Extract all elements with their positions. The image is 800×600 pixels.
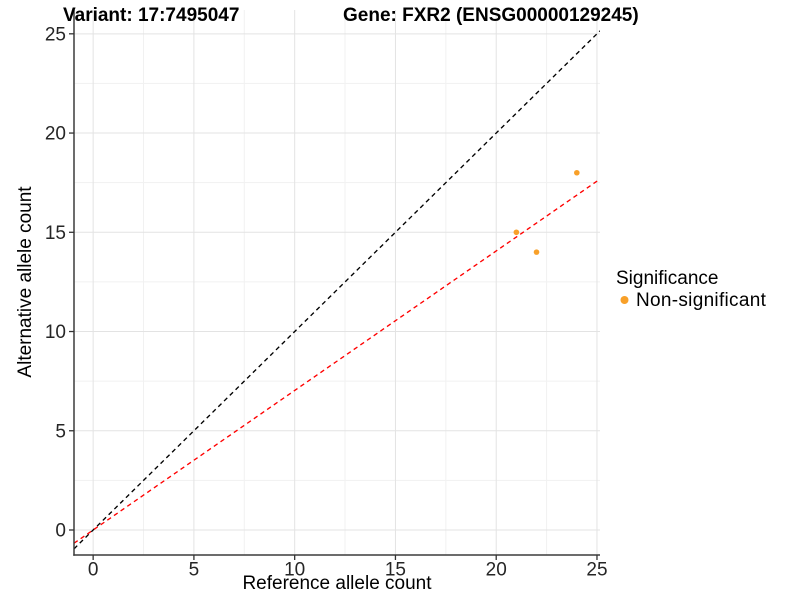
- identity-line: [74, 30, 600, 550]
- x-tick-label: 5: [189, 560, 200, 581]
- legend-item-label: Non-significant: [636, 290, 767, 311]
- variant-title: Variant: 17:7495047: [63, 5, 239, 26]
- y-tick-label: 10: [45, 322, 66, 343]
- data-points: [513, 169, 580, 255]
- y-tick-label: 20: [45, 124, 66, 145]
- legend: Significance Non-significant: [616, 268, 767, 311]
- x-tick-labels: 0 5 10 15 20 25: [88, 560, 608, 581]
- fit-line: [74, 178, 600, 544]
- y-axis-title: Alternative allele count: [15, 186, 36, 378]
- data-point: [513, 229, 520, 236]
- x-axis-title: Reference allele count: [242, 573, 432, 594]
- data-point: [574, 169, 580, 176]
- x-tick-label: 25: [586, 560, 607, 581]
- gene-title: Gene: FXR2 (ENSG00000129245): [343, 5, 639, 26]
- gridlines-minor: [74, 10, 600, 555]
- y-tick-label: 25: [45, 24, 66, 45]
- x-tick-label: 10: [284, 560, 305, 581]
- reference-lines: [74, 30, 600, 550]
- y-tick-labels: 0 5 10 15 20 25: [45, 24, 66, 541]
- x-tick-label: 0: [88, 560, 99, 581]
- axis-lines: [73, 10, 600, 556]
- data-point: [533, 249, 540, 255]
- y-tick-label: 15: [45, 223, 66, 244]
- y-tick-label: 5: [55, 421, 66, 442]
- x-tick-label: 15: [385, 560, 406, 581]
- y-tick-label: 0: [55, 520, 66, 541]
- legend-marker-icon: [620, 296, 629, 304]
- legend-title: Significance: [616, 268, 718, 289]
- gridlines-major: [74, 10, 600, 555]
- x-tick-label: 20: [486, 560, 507, 581]
- tick-marks: [69, 33, 598, 560]
